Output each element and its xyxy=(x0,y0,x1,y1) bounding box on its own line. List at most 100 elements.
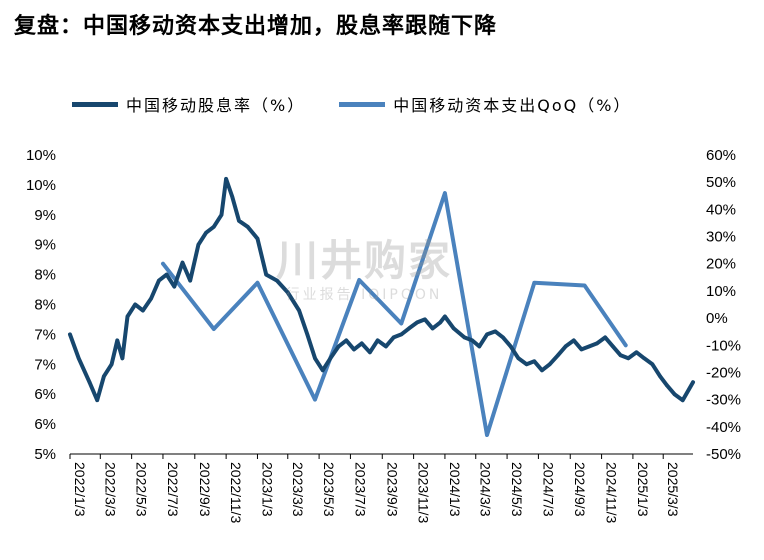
dividend-yield-point xyxy=(149,296,153,301)
y-right-tick-label: 20% xyxy=(706,256,736,273)
y-left-tick-label: 8% xyxy=(34,267,56,284)
y-right-tick-label: 10% xyxy=(706,283,736,300)
dividend-yield-point xyxy=(102,374,106,379)
dividend-yield-point xyxy=(120,356,125,361)
dividend-yield-point xyxy=(508,344,513,349)
y-left-tick-label: 8% xyxy=(34,297,56,314)
dividend-yield-point xyxy=(532,359,537,364)
dividend-yield-point xyxy=(399,332,404,337)
capex-qoq-point xyxy=(313,397,317,402)
legend-item-dividend: 中国移动股息率（%） xyxy=(72,92,305,116)
dividend-yield-point xyxy=(76,356,81,361)
y-left-tick-label: 10% xyxy=(26,147,56,164)
x-tick-label: 2022/7/3 xyxy=(165,462,181,517)
dividend-yield-point xyxy=(443,314,447,319)
x-tick-label: 2024/5/3 xyxy=(509,462,525,517)
legend-item-capex: 中国移动资本支出QoQ（%） xyxy=(339,92,631,116)
capex-qoq-point xyxy=(485,433,489,437)
capex-qoq-point xyxy=(399,321,404,326)
dividend-yield-point xyxy=(313,356,317,361)
y-left-tick-label: 9% xyxy=(34,237,56,254)
capex-qoq-point xyxy=(212,327,216,331)
dividend-yield-point xyxy=(344,338,349,343)
capex-qoq-point xyxy=(161,261,165,266)
x-tick-label: 2024/7/3 xyxy=(540,462,556,517)
dividend-yield-point xyxy=(462,335,467,340)
x-tick-label: 2024/1/3 xyxy=(447,462,463,517)
dividend-yield-point xyxy=(516,356,521,361)
dividend-yield-point xyxy=(359,341,364,346)
y-left-tick-label: 6% xyxy=(34,416,56,433)
dividend-yield-point xyxy=(264,272,269,277)
dividend-yield-point xyxy=(680,398,685,403)
dividend-yield-point xyxy=(501,335,505,340)
x-tick-label: 2024/11/3 xyxy=(604,462,620,523)
dividend-yield-point xyxy=(477,344,482,349)
dividend-yield-point xyxy=(157,278,161,283)
dividend-yield-point xyxy=(611,344,615,349)
dividend-yield-point xyxy=(212,225,216,229)
x-tick-label: 2025/1/3 xyxy=(635,462,651,517)
dividend-yield-point xyxy=(255,236,260,241)
dividend-yield-point xyxy=(691,380,695,385)
x-tick-label: 2022/11/3 xyxy=(228,462,244,523)
dividend-yield-point xyxy=(384,344,388,349)
dividend-yield-point xyxy=(230,195,235,199)
dividend-yield-point xyxy=(423,317,427,322)
dividend-yield-point xyxy=(352,347,356,352)
y-right-tick-label: 50% xyxy=(706,174,736,191)
x-tick-label: 2025/3/3 xyxy=(665,462,681,517)
dividend-yield-point xyxy=(563,344,568,349)
dividend-yield-point xyxy=(438,320,443,325)
dividend-yield-point xyxy=(109,362,114,367)
y-left-tick-label: 9% xyxy=(34,207,56,224)
dividend-yield-point xyxy=(540,368,544,373)
chart-title: 复盘：中国移动资本支出增加，股息率跟随下降 xyxy=(14,14,498,39)
y-right-tick-label: 0% xyxy=(706,310,728,327)
y-right-tick-label: -50% xyxy=(706,446,741,463)
y-right-tick-label: 30% xyxy=(706,229,736,246)
dividend-yield-point xyxy=(188,278,192,283)
dividend-yield-point xyxy=(579,347,584,352)
dividend-yield-point xyxy=(642,356,646,361)
dividend-yield-point xyxy=(658,374,662,379)
x-tick-label: 2022/9/3 xyxy=(197,462,213,517)
dividend-yield-point xyxy=(297,308,301,313)
dividend-yield-point xyxy=(485,332,489,337)
dividend-yield-point xyxy=(587,344,592,349)
x-tick-label: 2024/3/3 xyxy=(478,462,494,517)
dividend-yield-point xyxy=(368,350,372,355)
legend: 中国移动股息率（%） 中国移动资本支出QoQ（%） xyxy=(72,92,665,116)
y-left-tick-label: 10% xyxy=(26,177,56,194)
dividend-yield-point xyxy=(336,344,341,349)
capex-qoq-point xyxy=(623,343,628,348)
dividend-yield-point xyxy=(164,272,169,277)
dividend-yield-point xyxy=(196,242,201,247)
dividend-yield-point xyxy=(650,362,655,367)
capex-qoq-point xyxy=(443,191,447,195)
dividend-yield-point xyxy=(237,219,241,223)
dividend-yield-point xyxy=(375,338,380,343)
legend-label-capex: 中国移动资本支出QoQ（%） xyxy=(393,96,632,115)
legend-swatch-capex xyxy=(339,101,386,107)
dividend-yield-point xyxy=(68,332,72,337)
dividend-yield-point xyxy=(415,320,420,325)
x-tick-label: 2024/9/3 xyxy=(572,462,588,517)
dividend-yield-point xyxy=(328,356,333,361)
dividend-yield-point xyxy=(305,332,310,337)
dividend-yield-point xyxy=(245,225,250,229)
dividend-yield-point xyxy=(141,308,145,313)
dividend-yield-point xyxy=(204,230,208,235)
y-right-tick-label: 60% xyxy=(706,147,736,164)
dividend-yield-point xyxy=(451,326,456,331)
dividend-yield-point xyxy=(224,177,228,181)
dividend-yield-point xyxy=(595,341,599,346)
dividend-yield-point xyxy=(407,326,411,331)
dividend-yield-point xyxy=(572,338,576,343)
y-right-tick-label: 40% xyxy=(706,201,736,218)
y-right-tick-label: -10% xyxy=(706,337,741,354)
dividend-yield-point xyxy=(275,278,279,283)
y-left-tick-label: 5% xyxy=(34,446,56,463)
x-tick-label: 2022/5/3 xyxy=(134,462,150,517)
y-left-tick-label: 7% xyxy=(34,326,56,343)
